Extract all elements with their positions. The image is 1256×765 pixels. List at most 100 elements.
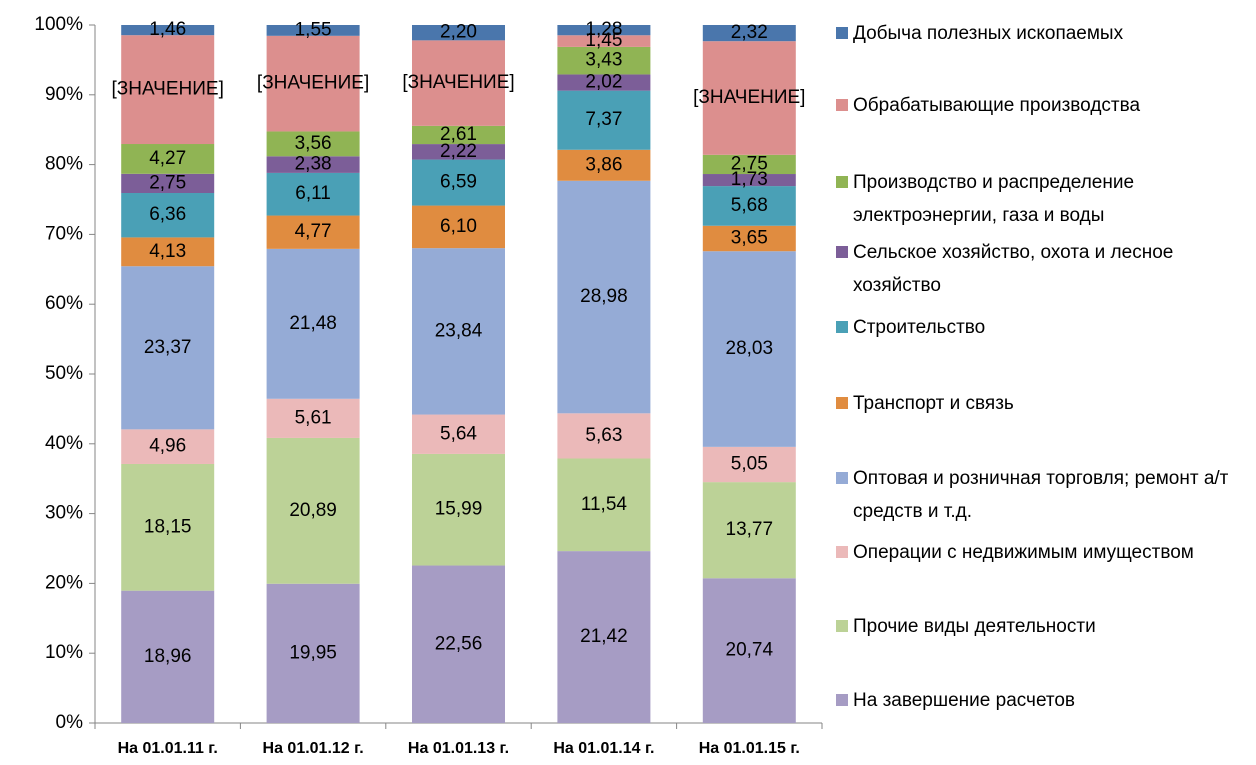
- data-label: 5,64: [440, 423, 477, 444]
- bar-segment: [557, 35, 651, 47]
- legend-swatch: [836, 99, 848, 111]
- bar-segment: [557, 149, 651, 181]
- data-label: 4,27: [149, 148, 186, 169]
- bar-segment: [412, 40, 505, 126]
- bar-segment: [702, 482, 796, 579]
- data-label: 19,95: [289, 642, 337, 663]
- data-label: 2,61: [440, 124, 477, 145]
- data-label: 1,46: [149, 19, 186, 40]
- data-label: 23,37: [144, 337, 192, 358]
- data-label: [ЗНАЧЕНИЕ]: [693, 87, 805, 108]
- data-label: 1,28: [585, 19, 622, 40]
- x-tick-label: На 01.01.14 г.: [553, 740, 654, 757]
- legend-item: Прочие виды деятельности: [836, 610, 1236, 643]
- x-tick-label: На 01.01.11 г.: [118, 740, 218, 757]
- legend-label: Оптовая и розничная торговля; ремонт а/т…: [853, 468, 1229, 522]
- y-tick-label: 90%: [45, 84, 83, 105]
- legend-item: Строительство: [836, 311, 1236, 344]
- data-label: 28,98: [580, 286, 628, 307]
- x-tick-label: На 01.01.12 г.: [263, 740, 364, 757]
- legend-swatch: [836, 27, 848, 39]
- legend-item: Операции с недвижимым имуществом: [836, 536, 1236, 569]
- legend-swatch: [836, 620, 848, 632]
- y-tick-label: 30%: [45, 503, 83, 524]
- data-label: [ЗНАЧЕНИЕ]: [402, 72, 514, 93]
- legend-swatch: [836, 246, 848, 258]
- bar-segment: [121, 237, 215, 267]
- y-tick-label: 0%: [56, 712, 84, 733]
- y-tick-label: 40%: [45, 433, 83, 454]
- data-label: 5,61: [295, 407, 332, 428]
- data-label: 6,36: [149, 204, 186, 225]
- legend-item: Добыча полезных ископаемых: [836, 17, 1236, 50]
- data-label: 6,10: [440, 216, 477, 237]
- bar-segment: [557, 458, 651, 552]
- legend-item: Сельское хозяйство, охота и лесное хозяй…: [836, 236, 1236, 302]
- bar-segment: [266, 248, 360, 399]
- bar-segment: [266, 131, 360, 157]
- data-label: 20,89: [289, 500, 337, 521]
- data-label: 2,20: [440, 22, 477, 43]
- data-label: 5,63: [585, 425, 622, 446]
- bar-segment: [266, 35, 360, 132]
- data-label: 11,54: [581, 494, 628, 515]
- bar-segment: [557, 74, 651, 91]
- data-label: 6,11: [295, 183, 331, 204]
- y-tick-label: 70%: [45, 223, 83, 244]
- data-label: 21,42: [580, 626, 628, 647]
- bar-segment: [266, 172, 360, 216]
- y-tick-label: 60%: [45, 293, 83, 314]
- bar-segment: [121, 266, 215, 430]
- y-tick-label: 10%: [45, 642, 83, 663]
- legend-item: На завершение расчетов: [836, 684, 1236, 717]
- data-label: 15,99: [435, 499, 483, 520]
- data-label: 3,86: [585, 154, 622, 175]
- bar-segment: [412, 248, 505, 415]
- bar-segment: [557, 25, 651, 36]
- data-label: 28,03: [726, 338, 774, 359]
- bar-segment: [412, 453, 505, 566]
- data-label: 13,77: [726, 519, 774, 540]
- data-label: 2,32: [731, 22, 768, 43]
- legend-label: Строительство: [853, 317, 986, 338]
- bar-segment: [702, 578, 796, 723]
- bar-segment: [412, 565, 505, 723]
- data-label: 2,02: [585, 72, 622, 93]
- chart: 0% 10% 20% 30% 40% 50% 60% 70% 80% 90% 100% На 01.0…: [34, 14, 823, 757]
- bar-segment: [557, 46, 651, 75]
- legend-swatch: [836, 472, 848, 484]
- bar-segment: [557, 180, 651, 414]
- legend-label: Сельское хозяйство, охота и лесное хозяй…: [853, 242, 1174, 296]
- data-label: [ЗНАЧЕНИЕ]: [257, 73, 369, 94]
- bar-segment: [702, 446, 796, 483]
- legend-label: Добыча полезных ископаемых: [853, 23, 1124, 44]
- data-label: 2,75: [731, 153, 768, 174]
- bar-segment: [266, 156, 360, 173]
- bar-segment: [702, 41, 796, 155]
- data-label: [ЗНАЧЕНИЕ]: [112, 79, 224, 100]
- bar-segment: [412, 125, 505, 145]
- legend-label: Операции с недвижимым имуществом: [853, 542, 1194, 563]
- data-label: 2,22: [440, 141, 477, 162]
- x-tick-label: На 01.01.13 г.: [408, 740, 509, 757]
- data-label: 20,74: [726, 640, 774, 661]
- data-label: 2,75: [149, 172, 186, 193]
- data-label: 18,15: [144, 516, 192, 537]
- bar-segment: [121, 173, 215, 194]
- bar-segment: [702, 225, 796, 252]
- legend-item: Обрабатывающие производства: [836, 89, 1236, 122]
- data-label: 6,59: [440, 172, 477, 193]
- legend-swatch: [836, 176, 848, 188]
- bar-segment: [702, 251, 796, 447]
- legend-item: Оптовая и розничная торговля; ремонт а/т…: [836, 462, 1236, 528]
- bar-segment: [266, 25, 360, 36]
- legend-label: Обрабатывающие производства: [853, 95, 1141, 116]
- data-label: 4,13: [149, 241, 186, 262]
- data-label: 4,96: [149, 436, 186, 457]
- bar-segment: [121, 35, 215, 145]
- bar-segment: [702, 174, 796, 187]
- bar-segment: [557, 551, 651, 723]
- legend-swatch: [836, 546, 848, 558]
- bar-segment: [412, 159, 505, 206]
